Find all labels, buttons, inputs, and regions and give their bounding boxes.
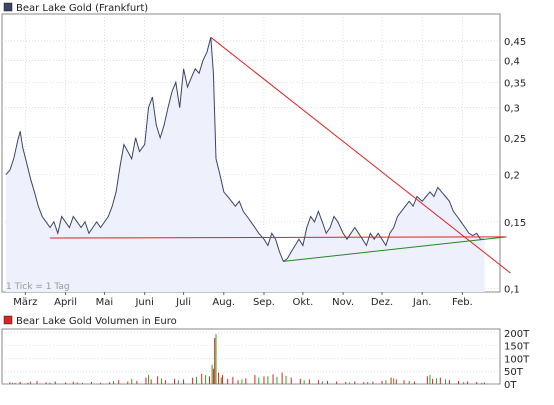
trendline: [210, 36, 511, 274]
price-y-tick-label: 0,2: [504, 171, 520, 182]
price-y-tick-label: 0,45: [504, 37, 526, 48]
price-area-fill: [5, 37, 485, 292]
price-y-tick-label: 0,15: [504, 218, 526, 229]
volume-legend-swatch: [3, 315, 13, 325]
x-tick-label: Feb.: [452, 297, 473, 308]
x-tick-label: Juli: [175, 297, 191, 308]
tick-note: 1 Tick = 1 Tag: [6, 282, 70, 292]
x-tick-label: Aug.: [212, 297, 235, 308]
volume-y-tick-label: 100T: [504, 354, 530, 365]
volume-bars: [9, 334, 485, 384]
trendlines: [49, 36, 511, 274]
volume-y-tick-label: 0T: [504, 380, 517, 391]
price-y-tick-label: 0,1: [504, 285, 520, 296]
trendline: [283, 236, 507, 262]
volume-y-tick-label: 50T: [504, 367, 524, 378]
price-y-tick-label: 0,3: [504, 104, 520, 115]
volume-y-tick-label: 150T: [504, 342, 530, 353]
x-tick-label: Nov.: [332, 297, 354, 308]
trendline: [49, 236, 507, 239]
price-legend-swatch: [3, 2, 13, 12]
price-series-line: [5, 37, 485, 263]
price-y-axis: 0,45 0,4 0,35 0,3 0,25 0,2 0,15 0,1: [504, 37, 526, 296]
x-tick-label: Mai: [96, 297, 114, 308]
price-y-tick-label: 0,25: [504, 134, 526, 145]
price-y-tick-label: 0,35: [504, 78, 526, 89]
x-tick-label: Okt.: [292, 297, 313, 308]
x-tick-label: Sep.: [253, 297, 275, 308]
price-legend-label: Bear Lake Gold (Frankfurt): [16, 3, 148, 14]
x-tick-label: März: [13, 297, 37, 308]
x-tick-label: April: [54, 297, 77, 308]
volume-y-tick-label: 200T: [504, 329, 530, 340]
x-tick-label: Jan.: [412, 297, 432, 308]
x-axis: März April Mai Juni Juli Aug. Sep. Okt. Nov. Dez.…: [13, 292, 473, 308]
price-y-tick-label: 0,4: [504, 56, 520, 67]
volume-legend-label: Bear Lake Gold Volumen in Euro: [16, 316, 177, 327]
price-area: [5, 37, 485, 292]
volume-grid: [2, 332, 500, 385]
x-tick-label: Juni: [134, 297, 153, 308]
volume-plot-frame: [1, 328, 501, 385]
x-tick-label: Dez.: [371, 297, 393, 308]
